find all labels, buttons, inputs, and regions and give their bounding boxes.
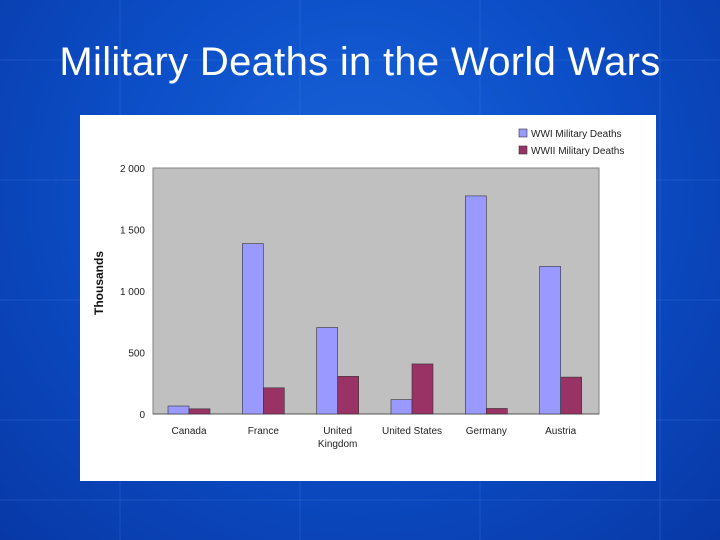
bar-wwi	[465, 195, 487, 415]
bar-wwi	[167, 405, 190, 415]
bar-wwi	[390, 399, 413, 415]
x-category-label: Kingdom	[318, 439, 357, 450]
y-tick-label: 0	[139, 410, 145, 421]
x-category-label: France	[248, 426, 280, 437]
legend-swatch	[518, 145, 528, 155]
y-tick-label: 1 500	[120, 226, 145, 237]
bar-wwi	[539, 266, 561, 415]
y-tick-label: 2 000	[120, 164, 145, 175]
bar-wwii	[486, 408, 508, 415]
x-category-label: Austria	[545, 426, 577, 437]
x-category-label: United	[323, 426, 352, 437]
chart-area: Thousands 0 500 1 000 1 500 2 000 Canada Franc…	[80, 115, 656, 481]
bar-wwii	[188, 408, 211, 415]
y-tick-label: 1 000	[120, 287, 145, 298]
bar-wwi	[242, 243, 264, 415]
bar-wwii	[337, 376, 359, 415]
x-category-label: Canada	[171, 426, 206, 437]
y-axis-title: Thousands	[92, 251, 106, 315]
legend-label: WWII Military Deaths	[531, 146, 624, 157]
bar-wwii	[560, 376, 582, 415]
x-category-label: United States	[382, 426, 442, 437]
legend-swatch	[518, 128, 528, 138]
bar-wwii	[411, 363, 434, 415]
y-tick-label: 500	[128, 349, 145, 360]
bar-wwi	[316, 327, 338, 415]
bar-chart: Thousands 0 500 1 000 1 500 2 000 Canada Franc…	[92, 128, 624, 450]
x-category-label: Germany	[466, 426, 507, 437]
bar-wwii	[263, 387, 285, 415]
plot-area	[152, 167, 600, 415]
legend-label: WWI Military Deaths	[531, 129, 622, 140]
slide-title: Military Deaths in the World Wars	[59, 40, 661, 84]
